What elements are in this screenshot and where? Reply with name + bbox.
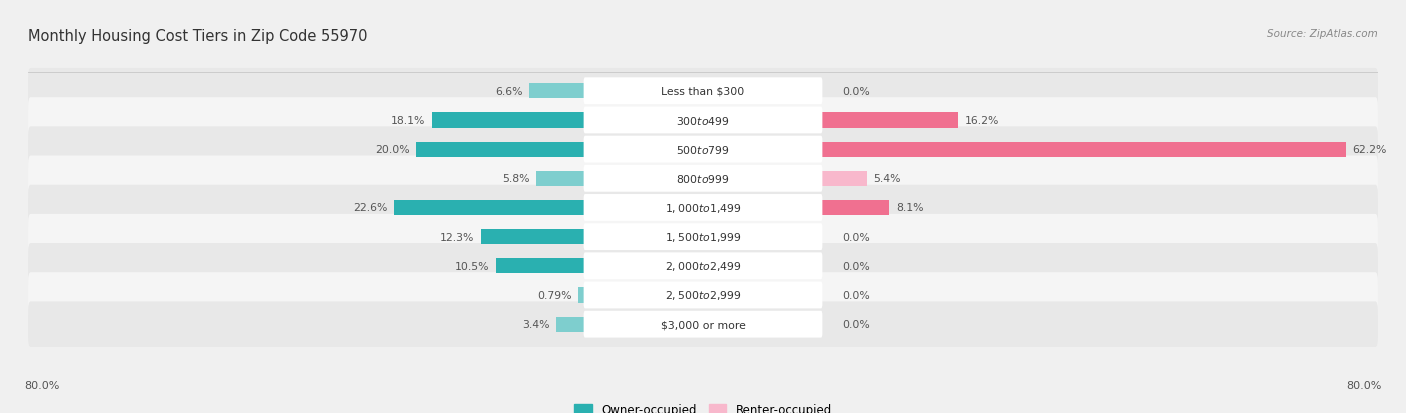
Bar <box>821 142 1346 157</box>
Text: 6.6%: 6.6% <box>495 87 523 97</box>
FancyBboxPatch shape <box>28 185 1378 230</box>
Text: 20.0%: 20.0% <box>375 145 409 155</box>
Text: $500 to $799: $500 to $799 <box>676 144 730 156</box>
FancyBboxPatch shape <box>583 282 823 309</box>
FancyBboxPatch shape <box>28 127 1378 173</box>
Text: Source: ZipAtlas.com: Source: ZipAtlas.com <box>1267 29 1378 39</box>
Bar <box>394 200 585 216</box>
FancyBboxPatch shape <box>583 253 823 280</box>
Bar <box>578 288 585 303</box>
FancyBboxPatch shape <box>28 273 1378 318</box>
Bar <box>529 84 585 99</box>
Text: $2,500 to $2,999: $2,500 to $2,999 <box>665 289 741 302</box>
Text: 5.8%: 5.8% <box>502 174 529 184</box>
Text: $800 to $999: $800 to $999 <box>676 173 730 185</box>
FancyBboxPatch shape <box>28 244 1378 289</box>
Text: 5.4%: 5.4% <box>873 174 901 184</box>
Text: 12.3%: 12.3% <box>440 232 474 242</box>
Bar <box>557 317 585 332</box>
Text: 0.0%: 0.0% <box>842 319 870 330</box>
Bar <box>821 113 957 128</box>
Text: 80.0%: 80.0% <box>1347 380 1382 390</box>
Text: 10.5%: 10.5% <box>456 261 489 271</box>
FancyBboxPatch shape <box>583 224 823 250</box>
Bar <box>496 259 585 274</box>
Text: $3,000 or more: $3,000 or more <box>661 319 745 330</box>
Text: $1,500 to $1,999: $1,500 to $1,999 <box>665 230 741 244</box>
Text: 22.6%: 22.6% <box>353 203 388 213</box>
Text: 0.0%: 0.0% <box>842 290 870 300</box>
Text: 18.1%: 18.1% <box>391 116 426 126</box>
Text: 3.4%: 3.4% <box>522 319 550 330</box>
FancyBboxPatch shape <box>28 156 1378 202</box>
Text: 0.0%: 0.0% <box>842 87 870 97</box>
Text: Less than $300: Less than $300 <box>661 87 745 97</box>
Text: Monthly Housing Cost Tiers in Zip Code 55970: Monthly Housing Cost Tiers in Zip Code 5… <box>28 29 367 44</box>
FancyBboxPatch shape <box>28 98 1378 143</box>
FancyBboxPatch shape <box>583 166 823 192</box>
Text: 62.2%: 62.2% <box>1353 145 1386 155</box>
Text: 8.1%: 8.1% <box>896 203 924 213</box>
Bar <box>821 171 866 186</box>
Text: $300 to $499: $300 to $499 <box>676 115 730 127</box>
Text: 80.0%: 80.0% <box>24 380 59 390</box>
Text: $2,000 to $2,499: $2,000 to $2,499 <box>665 260 741 273</box>
FancyBboxPatch shape <box>28 301 1378 347</box>
Text: 0.0%: 0.0% <box>842 261 870 271</box>
FancyBboxPatch shape <box>583 136 823 163</box>
Bar <box>536 171 585 186</box>
Bar <box>481 230 585 244</box>
Text: 0.0%: 0.0% <box>842 232 870 242</box>
FancyBboxPatch shape <box>28 214 1378 260</box>
Bar <box>416 142 585 157</box>
FancyBboxPatch shape <box>583 311 823 338</box>
FancyBboxPatch shape <box>28 69 1378 114</box>
Bar <box>432 113 585 128</box>
Bar <box>821 200 890 216</box>
FancyBboxPatch shape <box>583 78 823 105</box>
FancyBboxPatch shape <box>583 195 823 221</box>
FancyBboxPatch shape <box>583 107 823 134</box>
Text: 16.2%: 16.2% <box>965 116 998 126</box>
Text: $1,000 to $1,499: $1,000 to $1,499 <box>665 202 741 214</box>
Legend: Owner-occupied, Renter-occupied: Owner-occupied, Renter-occupied <box>569 398 837 413</box>
Text: 0.79%: 0.79% <box>537 290 571 300</box>
